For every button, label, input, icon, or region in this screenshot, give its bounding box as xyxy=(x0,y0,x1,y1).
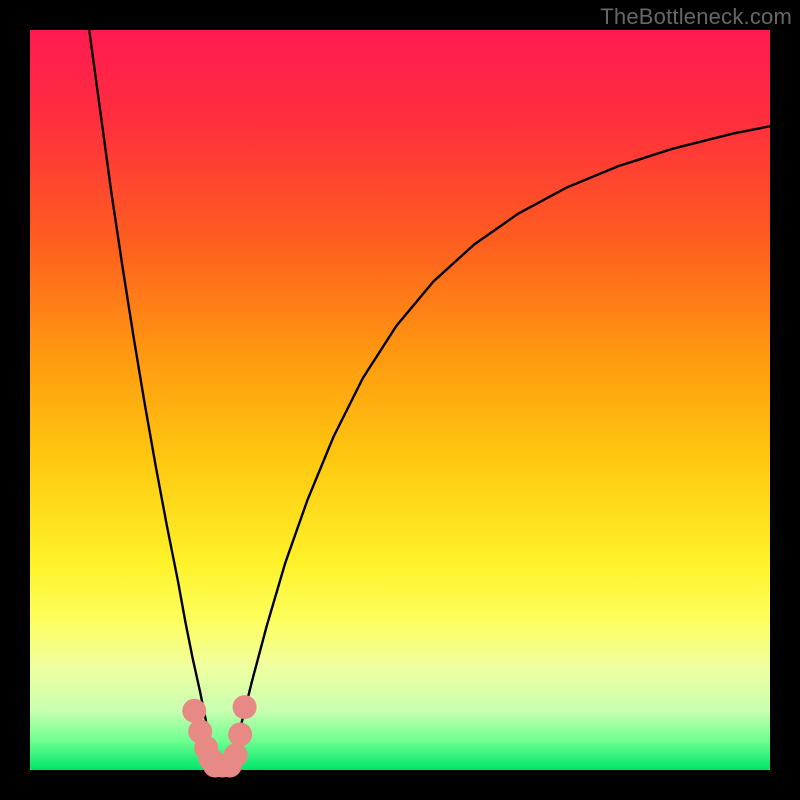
chart-root: TheBottleneck.com xyxy=(0,0,800,800)
marker-point xyxy=(224,743,248,767)
plot-background xyxy=(30,30,770,770)
marker-point xyxy=(228,722,252,746)
marker-point xyxy=(233,695,257,719)
marker-point xyxy=(182,699,206,723)
watermark-text: TheBottleneck.com xyxy=(600,4,792,30)
bottleneck-chart xyxy=(0,0,800,800)
